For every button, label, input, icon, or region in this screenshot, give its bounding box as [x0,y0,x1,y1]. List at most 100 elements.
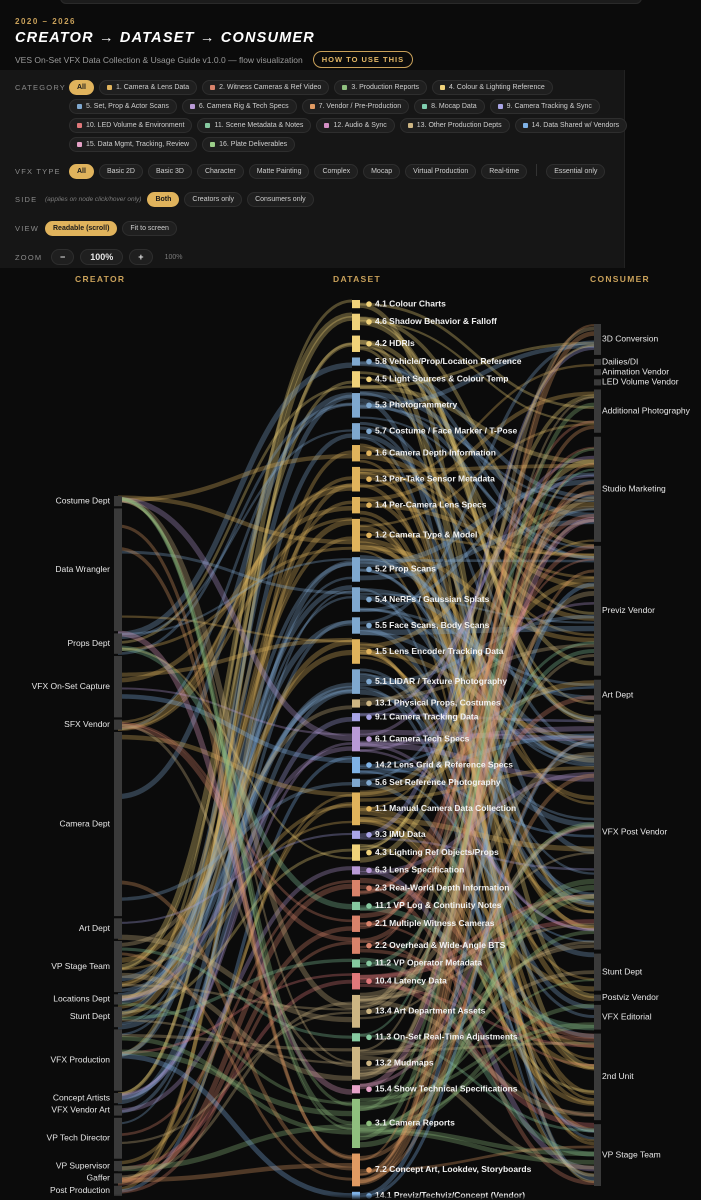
consumer-node-bar[interactable] [594,436,601,542]
creator-node-bar[interactable] [114,1173,122,1184]
creator-node-label[interactable]: Concept Artists [53,1092,110,1102]
dataset-node-bar[interactable] [352,445,360,462]
zoom-value[interactable]: 100% [80,249,124,265]
dataset-node-label[interactable]: 13.1 Physical Props, Costumes [375,698,501,708]
dataset-node-bar[interactable] [352,830,360,839]
dataset-node-bar[interactable] [352,557,360,582]
vfx-type-chip-virtual-production[interactable]: Virtual Production [405,164,477,179]
consumer-node-bar[interactable] [594,324,601,355]
consumer-node-label[interactable]: VFX Editorial [602,1011,652,1021]
dataset-node-bar[interactable] [352,639,360,664]
dataset-node-label[interactable]: 4.6 Shadow Behavior & Falloff [375,316,497,326]
dataset-node-label[interactable]: 5.1 LIDAR / Texture Photography [375,676,507,686]
dataset-node-bar[interactable] [352,1033,360,1042]
dataset-node-bar[interactable] [352,300,360,309]
dataset-node-label[interactable]: 13.4 Art Department Assets [375,1006,486,1016]
consumer-node-label[interactable]: 3D Conversion [602,334,658,344]
vfx-type-chip-mocap[interactable]: Mocap [363,164,401,179]
dataset-node-bar[interactable] [352,901,360,911]
consumer-node-bar[interactable] [594,994,601,1001]
dataset-node-label[interactable]: 5.2 Prop Scans [375,564,436,574]
creator-node-bar[interactable] [114,1160,122,1172]
consumer-node-label[interactable]: 2nd Unit [602,1071,634,1081]
category-chip-10-led-volume-environment[interactable]: 10. LED Volume & Environment [69,118,193,133]
dataset-node-bar[interactable] [352,756,360,774]
consumer-node-label[interactable]: Dailies/DI [602,356,638,366]
dataset-node-bar[interactable] [352,1085,360,1094]
dataset-node-bar[interactable] [352,879,360,897]
dataset-node-label[interactable]: 1.3 Per-Take Sensor Metadata [375,473,495,483]
dataset-node-bar[interactable] [352,1046,360,1080]
vfx-type-chip-character[interactable]: Character [196,164,244,179]
consumer-node-bar[interactable] [594,358,601,366]
dataset-node-bar[interactable] [352,669,360,694]
dataset-node-bar[interactable] [352,699,360,708]
vfx-type-chip-all[interactable]: All [69,164,94,179]
dataset-node-bar[interactable] [352,726,360,752]
creator-node-bar[interactable] [114,918,122,939]
creator-node-bar[interactable] [114,1117,122,1159]
creator-node-bar[interactable] [114,1092,122,1104]
category-chip-5-set-prop-actor-scans[interactable]: 5. Set, Prop & Actor Scans [69,99,177,114]
creator-node-bar[interactable] [114,656,122,718]
dataset-node-label[interactable]: 4.3 Lighting Ref Objects/Props [375,847,499,857]
dataset-node-bar[interactable] [352,496,360,514]
creator-node-bar[interactable] [114,940,122,993]
creator-node-label[interactable]: VFX Production [50,1054,110,1064]
side-chip-both[interactable]: Both [147,192,180,207]
view-chip-fit-to-screen[interactable]: Fit to screen [122,221,177,236]
how-to-use-button[interactable]: HOW TO USE THIS [312,51,414,68]
vfx-type-chip-complex[interactable]: Complex [314,164,359,179]
dataset-node-bar[interactable] [352,959,360,968]
dataset-node-label[interactable]: 15.4 Show Technical Specifications [375,1084,518,1094]
category-chip-16-plate-deliverables[interactable]: 16. Plate Deliverables [202,137,296,152]
dataset-node-bar[interactable] [352,587,360,612]
dataset-node-label[interactable]: 2.2 Overhead & Wide-Angle BTS [375,940,506,950]
category-chip-4-colour-lighting-reference[interactable]: 4. Colour & Lighting Reference [432,80,553,95]
dataset-node-label[interactable]: 11.1 VP Log & Continuity Notes [375,900,502,910]
dataset-node-label[interactable]: 1.2 Camera Type & Model [375,530,477,540]
vfx-type-chip-matte-painting[interactable]: Matte Painting [248,164,310,179]
dataset-node-bar[interactable] [352,937,360,954]
dataset-node-bar[interactable] [352,423,360,440]
consumer-node-label[interactable]: Studio Marketing [602,484,666,494]
view-chip-readable-scroll[interactable]: Readable (scroll) [45,221,118,236]
dataset-node-bar[interactable] [352,915,360,932]
dataset-node-label[interactable]: 1.1 Manual Camera Data Collection [375,803,516,813]
dataset-node-label[interactable]: 14.2 Lens Grid & Reference Specs [375,759,513,769]
creator-node-label[interactable]: VP Supervisor [56,1160,110,1170]
creator-node-label[interactable]: Camera Dept [59,818,110,828]
dataset-node-label[interactable]: 1.5 Lens Encoder Tracking Data [375,646,504,656]
dataset-node-bar[interactable] [352,994,360,1028]
consumer-node-bar[interactable] [594,679,601,711]
consumer-node-bar[interactable] [594,1124,601,1186]
dataset-node-bar[interactable] [352,866,360,875]
consumer-node-bar[interactable] [594,389,601,433]
flow-diagram[interactable]: Costume Dept Data Wrangler Props Dept VFX O… [0,286,701,1200]
creator-node-label[interactable]: Data Wrangler [55,564,110,574]
creator-node-label[interactable]: Props Dept [67,638,110,648]
dataset-node-label[interactable]: 13.2 Mudmaps [375,1058,434,1068]
category-chip-1-camera-lens-data[interactable]: 1. Camera & Lens Data [98,80,198,95]
creator-node-bar[interactable] [114,1029,122,1091]
dataset-node-bar[interactable] [352,792,360,826]
dataset-node-label[interactable]: 4.2 HDRIs [375,338,415,348]
dataset-node-bar[interactable] [352,1153,360,1187]
consumer-node-label[interactable]: LED Volume Vendor [602,377,679,387]
dataset-node-bar[interactable] [352,778,360,787]
dataset-node-label[interactable]: 7.2 Concept Art, Lookdev, Storyboards [375,1164,532,1174]
category-chip-13-other-production-depts[interactable]: 13. Other Production Depts [399,118,510,133]
category-chip-12-audio-sync[interactable]: 12. Audio & Sync [316,118,395,133]
creator-node-label[interactable]: Locations Dept [53,994,110,1004]
vfx-type-chip-basic-3d[interactable]: Basic 3D [147,164,192,179]
consumer-node-bar[interactable] [594,545,601,676]
category-chip-8-mocap-data[interactable]: 8. Mocap Data [414,99,485,114]
zoom-out-button[interactable]: − [51,249,75,265]
dataset-node-bar[interactable] [352,1098,360,1149]
consumer-node-label[interactable]: Previz Vendor [602,605,655,615]
dataset-node-bar[interactable] [352,973,360,990]
category-chip-3-production-reports[interactable]: 3. Production Reports [334,80,428,95]
creator-node-bar[interactable] [114,719,122,730]
dataset-node-label[interactable]: 1.6 Camera Depth Information [375,447,496,457]
category-chip-14-data-shared-w-vendors[interactable]: 14. Data Shared w/ Vendors [514,118,628,133]
